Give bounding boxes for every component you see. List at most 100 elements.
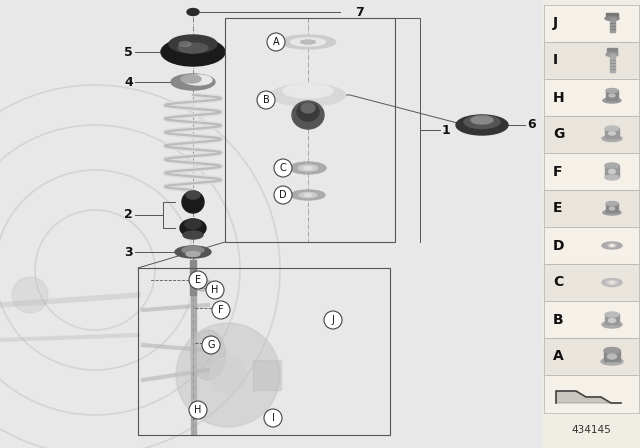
Text: D: D bbox=[553, 238, 564, 253]
Bar bbox=[544, 338, 639, 375]
Ellipse shape bbox=[605, 312, 619, 317]
Bar bbox=[544, 301, 639, 338]
Ellipse shape bbox=[186, 251, 200, 257]
Bar bbox=[544, 5, 639, 42]
Circle shape bbox=[324, 311, 342, 329]
Bar bbox=[606, 13, 618, 18]
Ellipse shape bbox=[609, 319, 616, 323]
Ellipse shape bbox=[605, 17, 619, 21]
Ellipse shape bbox=[304, 167, 312, 169]
Circle shape bbox=[189, 401, 207, 419]
Ellipse shape bbox=[602, 242, 622, 249]
Text: B: B bbox=[553, 313, 564, 327]
Bar bbox=[544, 227, 639, 264]
Ellipse shape bbox=[292, 101, 324, 129]
Text: E: E bbox=[553, 202, 563, 215]
Ellipse shape bbox=[305, 194, 312, 196]
Ellipse shape bbox=[161, 38, 225, 66]
Text: 4: 4 bbox=[124, 76, 133, 89]
Ellipse shape bbox=[182, 191, 204, 213]
Ellipse shape bbox=[175, 246, 211, 258]
Bar bbox=[544, 153, 639, 190]
Bar bbox=[609, 55, 614, 73]
Circle shape bbox=[267, 33, 285, 51]
Bar bbox=[543, 0, 640, 448]
Ellipse shape bbox=[178, 43, 208, 53]
Ellipse shape bbox=[291, 38, 326, 46]
Bar bbox=[605, 129, 619, 138]
Ellipse shape bbox=[191, 330, 225, 380]
Text: 5: 5 bbox=[124, 46, 133, 59]
Text: 3: 3 bbox=[124, 246, 133, 258]
Bar bbox=[605, 165, 619, 177]
Bar bbox=[191, 268, 195, 435]
Bar bbox=[544, 153, 639, 190]
Ellipse shape bbox=[187, 9, 199, 16]
Ellipse shape bbox=[605, 126, 619, 131]
Ellipse shape bbox=[456, 115, 508, 135]
Bar bbox=[607, 48, 617, 55]
Ellipse shape bbox=[299, 193, 317, 198]
Ellipse shape bbox=[297, 103, 319, 121]
Ellipse shape bbox=[611, 245, 614, 246]
Text: J: J bbox=[332, 315, 335, 325]
Text: E: E bbox=[195, 275, 201, 285]
Bar bbox=[544, 190, 639, 227]
Text: H: H bbox=[195, 405, 202, 415]
Text: C: C bbox=[553, 276, 563, 289]
Circle shape bbox=[202, 336, 220, 354]
Ellipse shape bbox=[186, 191, 200, 199]
Ellipse shape bbox=[181, 75, 201, 83]
Bar bbox=[544, 42, 639, 79]
Text: F: F bbox=[218, 305, 224, 315]
Text: 1: 1 bbox=[442, 124, 451, 137]
Circle shape bbox=[264, 409, 282, 427]
Circle shape bbox=[274, 159, 292, 177]
Bar bbox=[544, 116, 639, 153]
Bar bbox=[544, 227, 639, 264]
Ellipse shape bbox=[608, 244, 616, 247]
Text: A: A bbox=[273, 37, 279, 47]
Bar bbox=[609, 18, 614, 33]
Ellipse shape bbox=[603, 98, 621, 103]
Text: D: D bbox=[279, 190, 287, 200]
Bar bbox=[544, 79, 639, 116]
Ellipse shape bbox=[298, 165, 318, 171]
Ellipse shape bbox=[609, 169, 616, 173]
Ellipse shape bbox=[604, 348, 620, 353]
Ellipse shape bbox=[301, 103, 315, 113]
Ellipse shape bbox=[169, 35, 217, 53]
Bar bbox=[544, 190, 639, 227]
Text: F: F bbox=[553, 164, 563, 178]
Ellipse shape bbox=[185, 219, 201, 229]
Ellipse shape bbox=[606, 89, 618, 92]
Ellipse shape bbox=[471, 116, 493, 124]
Ellipse shape bbox=[182, 246, 204, 254]
Bar bbox=[225, 18, 395, 242]
Ellipse shape bbox=[171, 74, 215, 90]
Text: H: H bbox=[553, 90, 564, 104]
Text: 2: 2 bbox=[124, 208, 133, 221]
Bar bbox=[544, 338, 639, 375]
Polygon shape bbox=[556, 391, 621, 403]
Bar bbox=[253, 360, 281, 390]
Circle shape bbox=[189, 271, 207, 289]
Bar bbox=[544, 116, 639, 153]
Text: B: B bbox=[262, 95, 269, 105]
Ellipse shape bbox=[290, 162, 326, 174]
Ellipse shape bbox=[605, 163, 619, 168]
Ellipse shape bbox=[605, 175, 619, 180]
Bar bbox=[544, 375, 639, 413]
Ellipse shape bbox=[609, 94, 615, 97]
Circle shape bbox=[212, 301, 230, 319]
Ellipse shape bbox=[271, 84, 346, 106]
Bar bbox=[544, 301, 639, 338]
Ellipse shape bbox=[184, 75, 212, 85]
Circle shape bbox=[206, 281, 224, 299]
Ellipse shape bbox=[606, 52, 618, 56]
Ellipse shape bbox=[609, 132, 616, 135]
Bar bbox=[138, 268, 390, 435]
Ellipse shape bbox=[607, 280, 617, 284]
Ellipse shape bbox=[464, 116, 500, 129]
Ellipse shape bbox=[602, 321, 622, 328]
